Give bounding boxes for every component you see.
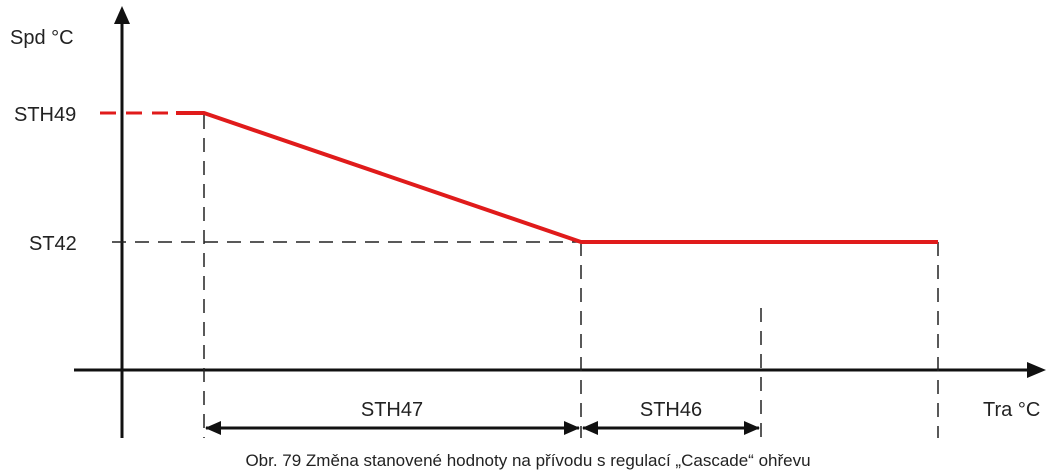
span-2-label: STH46	[640, 399, 702, 421]
span-1-label: STH47	[361, 399, 423, 421]
level-high-label: STH49	[14, 104, 76, 126]
x-axis-label: Tra °C	[983, 399, 1040, 421]
setpoint-curve	[176, 111, 938, 244]
figure-caption: Obr. 79 Změna stanovené hodnoty na přívo…	[245, 451, 810, 470]
y-axis-label: Spd °C	[10, 27, 74, 49]
x-axis-arrowhead	[1027, 362, 1046, 378]
level-low-label: ST42	[29, 233, 77, 255]
y-axis-arrowhead	[114, 6, 130, 24]
